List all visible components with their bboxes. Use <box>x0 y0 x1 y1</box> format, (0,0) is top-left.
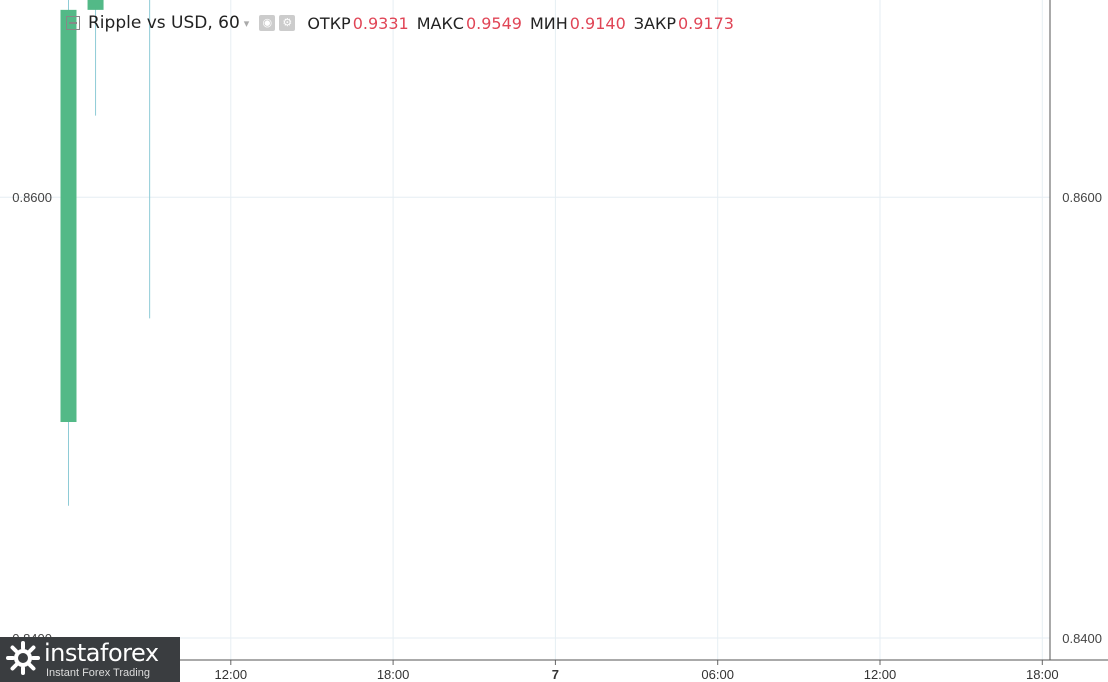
y-tick-label-left: 0.8600 <box>12 190 52 205</box>
logo-tagline: Instant Forex Trading <box>46 667 150 679</box>
open-value: 0.9331 <box>352 13 409 33</box>
candle-body[interactable] <box>60 9 77 423</box>
x-tick-label: 12:00 <box>215 667 248 682</box>
chevron-down-icon[interactable]: ▾ <box>243 16 250 30</box>
eye-icon[interactable]: ◉ <box>259 15 276 31</box>
low-label: МИН <box>529 13 568 33</box>
x-tick-label: 06:00 <box>701 667 734 682</box>
x-tick-label: 12:00 <box>864 667 897 682</box>
open-label: ОТКР <box>307 13 351 33</box>
high-label: МАКС <box>416 13 464 33</box>
candle-body[interactable] <box>87 0 104 10</box>
close-value: 0.9173 <box>677 13 734 33</box>
x-tick-label: 7 <box>552 667 559 682</box>
x-tick-label: 18:00 <box>377 667 410 682</box>
logo-name: instaforex <box>44 639 159 667</box>
y-tick-label-right: 0.8400 <box>1062 631 1102 646</box>
logo-mark-icon <box>6 641 40 675</box>
high-value: 0.9549 <box>465 13 522 33</box>
x-tick-label: 18:00 <box>1026 667 1059 682</box>
low-value: 0.9140 <box>569 13 626 33</box>
candle-series <box>60 0 151 506</box>
instaforex-logo: instaforex Instant Forex Trading <box>0 637 180 682</box>
symbol-label[interactable]: Ripple vs USD, 60 <box>88 13 240 33</box>
y-tick-label-right: 0.8600 <box>1062 190 1102 205</box>
collapse-icon[interactable] <box>66 16 80 30</box>
gear-icon[interactable]: ⚙ <box>279 15 296 31</box>
chart-legend-header: Ripple vs USD, 60 ▾ ◉ ⚙ ОТКР 0.9331 МАКС… <box>66 8 734 38</box>
close-label: ЗАКР <box>633 13 676 33</box>
chart-grid <box>0 0 1050 660</box>
